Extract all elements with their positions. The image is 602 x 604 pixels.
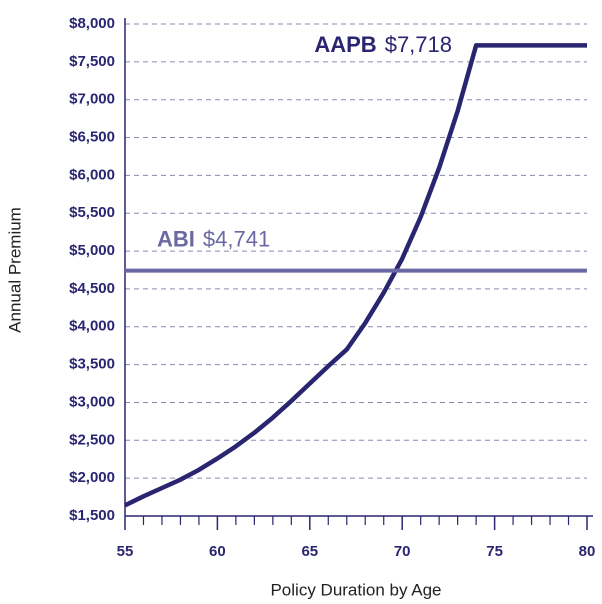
x-tick-label: 65 bbox=[301, 543, 318, 560]
x-tick-label: 60 bbox=[209, 543, 226, 560]
series-line bbox=[124, 43, 587, 508]
series-name: ABI bbox=[157, 226, 195, 251]
y-tick-label: $3,000 bbox=[69, 393, 115, 410]
y-tick-label: $6,500 bbox=[69, 129, 115, 146]
series-label: ABI $4,741 bbox=[157, 226, 270, 251]
y-tick-label: $7,000 bbox=[69, 91, 115, 108]
y-tick-label: $1,500 bbox=[69, 507, 115, 524]
y-tick-label: $5,000 bbox=[69, 242, 115, 259]
x-tick-label: 55 bbox=[117, 543, 134, 560]
y-tick-label: $6,000 bbox=[69, 166, 115, 183]
y-tick-label: $2,500 bbox=[69, 431, 115, 448]
x-tick-label: 70 bbox=[394, 543, 411, 560]
y-tick-label: $5,500 bbox=[69, 204, 115, 221]
series-label: AAPB $7,718 bbox=[314, 32, 452, 57]
series-value: $4,741 bbox=[203, 226, 270, 251]
x-tick-label: 75 bbox=[486, 543, 503, 560]
y-tick-label: $4,500 bbox=[69, 280, 115, 297]
y-tick-label: $7,500 bbox=[69, 53, 115, 70]
series-value: $7,718 bbox=[385, 32, 452, 57]
x-axis-title: Policy Duration by Age bbox=[270, 580, 441, 599]
y-tick-label: $8,000 bbox=[69, 15, 115, 32]
x-tick-label: 80 bbox=[579, 543, 596, 560]
y-tick-label: $3,500 bbox=[69, 356, 115, 373]
y-tick-label: $4,000 bbox=[69, 318, 115, 335]
series-name: AAPB bbox=[314, 32, 376, 57]
y-axis-title: Annual Premium bbox=[5, 207, 24, 333]
y-tick-label: $2,000 bbox=[69, 469, 115, 486]
